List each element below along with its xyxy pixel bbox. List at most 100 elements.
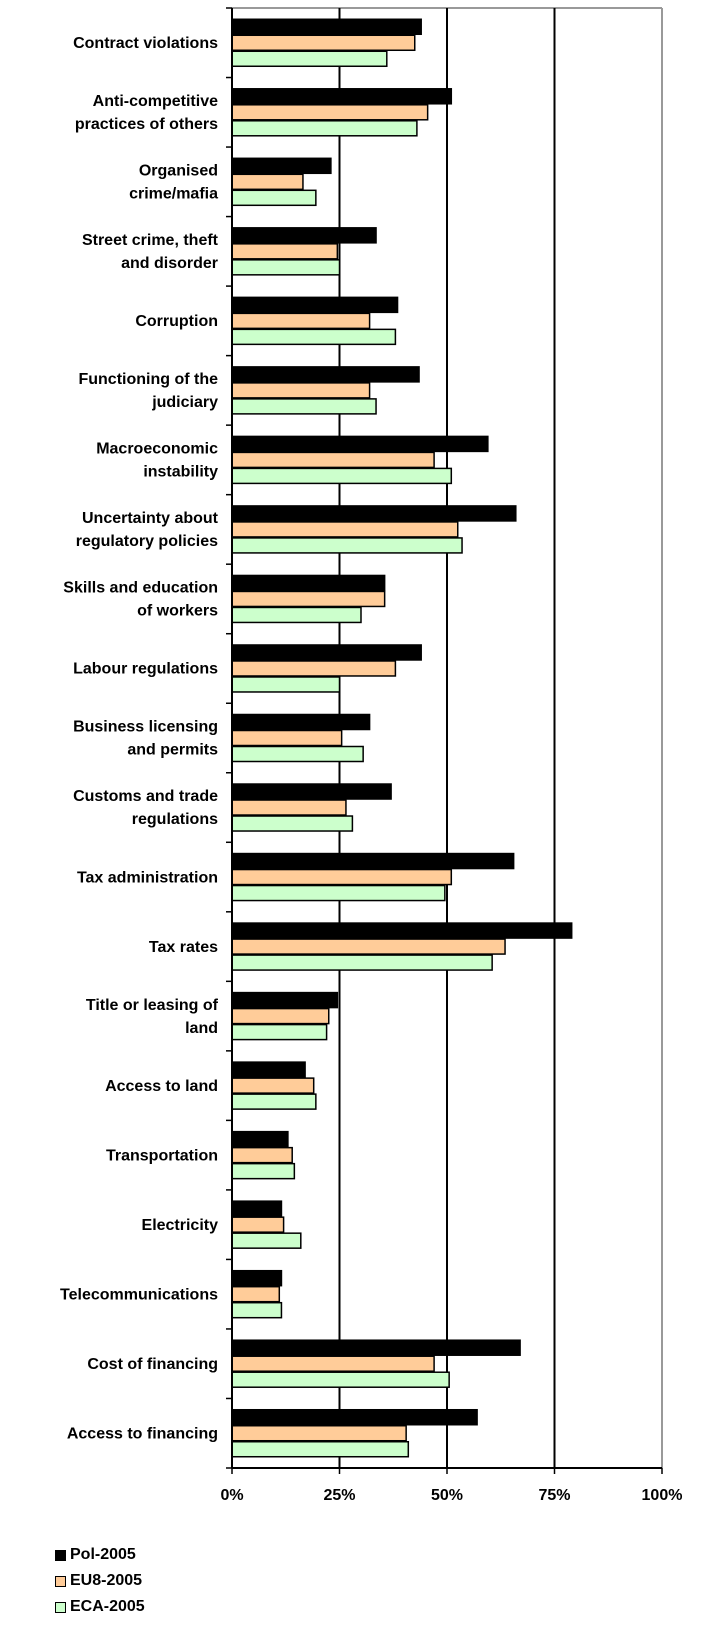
category-label: Corruption [135,313,218,330]
chart-legend: Pol-2005 EU8-2005 ECA-2005 [55,1542,145,1620]
bar-pol-2005 [231,574,386,592]
x-tick-label: 100% [642,1487,683,1504]
bar-pol-2005 [231,296,399,314]
legend-label-pol-2005: Pol-2005 [70,1546,136,1563]
category-label: of workers [137,603,218,620]
category-label: Telecommunications [60,1286,218,1303]
category-label: Contract violations [73,35,218,52]
legend-label-eca-2005: ECA-2005 [70,1598,145,1615]
bar-eca-2005 [231,189,317,207]
bar-eca-2005 [231,1301,283,1319]
bar-pol-2005 [231,783,392,800]
bar-eu8-2005 [231,1007,330,1025]
bar-eu8-2005 [231,1424,407,1442]
bar-eca-2005 [231,606,362,624]
category-label: Electricity [142,1217,219,1234]
bar-eu8-2005 [231,590,386,608]
bar-pol-2005 [231,227,377,244]
bar-eu8-2005 [231,868,453,886]
bar-eu8-2005 [231,243,339,260]
category-label: Anti-competitive [93,93,218,110]
legend-item-eu8-2005: EU8-2005 [55,1568,145,1594]
category-label: Business licensing [73,719,218,736]
bar-pol-2005 [231,852,515,870]
bar-eca-2005 [231,954,493,971]
category-label: regulations [132,811,218,828]
bar-eca-2005 [231,676,341,693]
bar-eca-2005 [231,1440,410,1458]
bar-eu8-2005 [231,382,371,399]
bar-pol-2005 [231,1269,283,1287]
bar-eu8-2005 [231,34,416,52]
bar-eu8-2005 [231,799,347,816]
bar-eu8-2005 [231,1285,281,1303]
legend-swatch-eca-2005 [55,1601,66,1613]
category-label: Organised [139,163,218,180]
bar-pol-2005 [231,922,573,939]
bar-pol-2005 [231,1339,521,1356]
category-label: judiciary [151,394,218,411]
bar-eca-2005 [231,259,341,276]
bar-eu8-2005 [231,1146,293,1164]
x-tick-label: 50% [431,1487,463,1504]
category-label: Tax rates [149,939,218,956]
bar-pol-2005 [231,505,517,522]
bar-eca-2005 [231,1023,328,1041]
bar-eca-2005 [231,398,377,415]
bar-eca-2005 [231,537,463,554]
category-label: Cost of financing [87,1356,218,1373]
legend-label-eu8-2005: EU8-2005 [70,1572,143,1589]
category-label: regulatory policies [76,533,218,550]
bar-eu8-2005 [231,1216,285,1233]
bar-eca-2005 [231,1162,296,1180]
legend-swatch-pol-2005 [55,1549,66,1561]
x-tick-label: 75% [538,1487,570,1504]
bar-eca-2005 [231,1093,317,1110]
bar-eca-2005 [231,1232,302,1249]
bar-pol-2005 [231,1200,283,1217]
category-label: and disorder [121,255,218,272]
category-label: Customs and trade [73,788,218,805]
category-label: Access to financing [67,1425,218,1442]
bar-eca-2005 [231,815,354,832]
category-label: Functioning of the [78,371,218,388]
bar-pol-2005 [231,644,422,661]
bar-eu8-2005 [231,104,429,121]
bar-eca-2005 [231,120,418,137]
category-label: Title or leasing of [86,997,219,1014]
bar-eca-2005 [231,467,453,485]
bar-eca-2005 [231,745,364,763]
x-tick-label: 0% [220,1487,243,1504]
bar-pol-2005 [231,18,422,36]
category-label: Skills and education [63,580,218,597]
bar-eca-2005 [231,328,397,346]
bar-pol-2005 [231,991,339,1009]
bar-pol-2005 [231,1061,306,1078]
bar-pol-2005 [231,1130,289,1148]
bar-eu8-2005 [231,938,506,955]
bar-pol-2005 [231,157,332,175]
category-label: Access to land [105,1078,218,1095]
bar-eu8-2005 [231,729,343,747]
bar-eca-2005 [231,50,388,68]
category-label: crime/mafia [129,186,218,203]
bar-pol-2005 [231,713,371,731]
category-label: Street crime, theft [82,232,219,249]
bar-eu8-2005 [231,173,304,191]
legend-swatch-eu8-2005 [55,1575,66,1587]
category-label: practices of others [75,116,218,133]
category-label: Tax administration [77,869,218,886]
category-label: Uncertainty about [82,510,219,527]
legend-item-eca-2005: ECA-2005 [55,1594,145,1620]
category-label: Transportation [106,1147,218,1164]
category-label: Labour regulations [73,661,218,678]
bar-pol-2005 [231,88,453,105]
bar-eu8-2005 [231,312,371,330]
bar-eca-2005 [231,1371,450,1388]
category-label: instability [143,464,218,481]
bar-eu8-2005 [231,1077,315,1094]
legend-item-pol-2005: Pol-2005 [55,1542,145,1568]
bar-eu8-2005 [231,521,459,538]
